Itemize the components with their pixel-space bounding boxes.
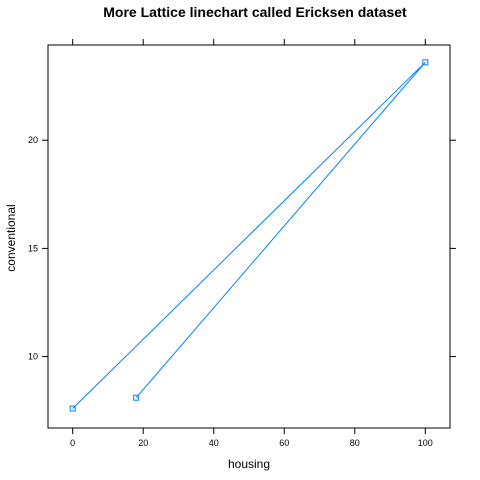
y-axis-label: conventional [4, 204, 18, 271]
x-axis-label: housing [228, 457, 270, 471]
y-tick-label: 10 [28, 352, 38, 362]
data-point [69, 405, 76, 412]
y-tick-label: 15 [28, 243, 38, 253]
x-tick-label: 0 [70, 438, 75, 448]
data-point [422, 59, 429, 66]
chart-title: More Lattice linechart called Ericksen d… [103, 4, 407, 20]
x-tick-label: 20 [138, 438, 148, 448]
plot-frame [47, 44, 451, 429]
x-tick-label: 40 [209, 438, 219, 448]
y-tick-label: 20 [28, 135, 38, 145]
series-line [72, 61, 426, 409]
series-layer [69, 59, 429, 412]
x-tick-label: 100 [418, 438, 433, 448]
x-tick-label: 80 [350, 438, 360, 448]
x-tick-label: 60 [279, 438, 289, 448]
data-point [133, 394, 140, 401]
axis-ticks: 0 20 40 60 80 100 10 15 20 [28, 39, 456, 448]
